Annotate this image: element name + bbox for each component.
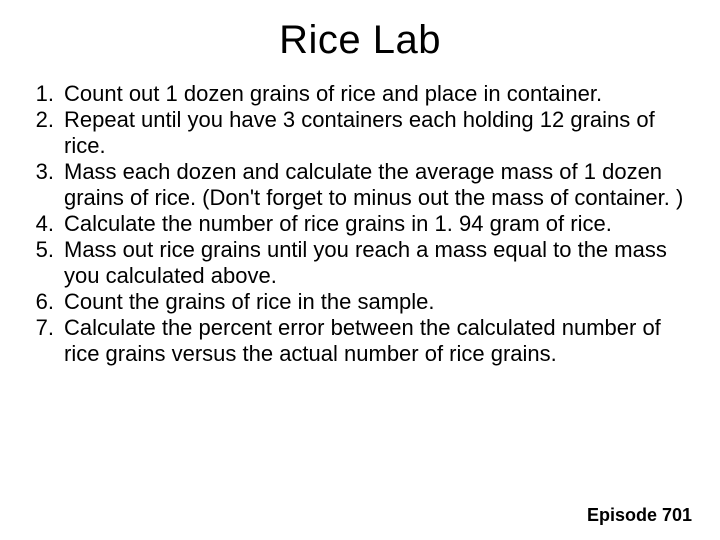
item-number: 3. <box>28 159 64 185</box>
item-text: Mass out rice grains until you reach a m… <box>64 237 692 289</box>
item-text: Count out 1 dozen grains of rice and pla… <box>64 81 692 107</box>
instructions-list: 1. Count out 1 dozen grains of rice and … <box>28 81 692 366</box>
episode-label: Episode 701 <box>587 505 692 526</box>
item-text: Calculate the percent error between the … <box>64 315 692 367</box>
item-number: 7. <box>28 315 64 341</box>
list-item: 3. Mass each dozen and calculate the ave… <box>28 159 692 211</box>
item-text: Mass each dozen and calculate the averag… <box>64 159 692 211</box>
list-item: 1. Count out 1 dozen grains of rice and … <box>28 81 692 107</box>
item-number: 1. <box>28 81 64 107</box>
page-title: Rice Lab <box>28 18 692 63</box>
item-number: 4. <box>28 211 64 237</box>
item-number: 5. <box>28 237 64 263</box>
list-item: 5. Mass out rice grains until you reach … <box>28 237 692 289</box>
item-number: 6. <box>28 289 64 315</box>
list-item: 4. Calculate the number of rice grains i… <box>28 211 692 237</box>
item-text: Count the grains of rice in the sample. <box>64 289 692 315</box>
list-item: 2. Repeat until you have 3 containers ea… <box>28 107 692 159</box>
item-text: Calculate the number of rice grains in 1… <box>64 211 692 237</box>
list-item: 6. Count the grains of rice in the sampl… <box>28 289 692 315</box>
item-text: Repeat until you have 3 containers each … <box>64 107 692 159</box>
list-item: 7. Calculate the percent error between t… <box>28 315 692 367</box>
item-number: 2. <box>28 107 64 133</box>
